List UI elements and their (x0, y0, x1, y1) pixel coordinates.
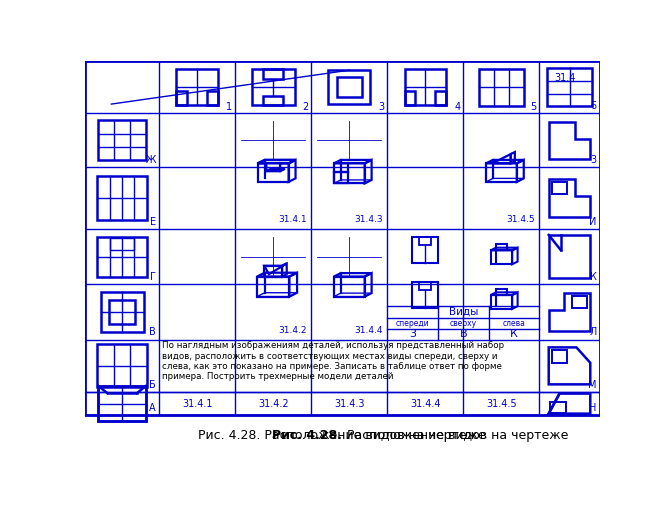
Text: спереди: спереди (396, 319, 430, 328)
Bar (109, 300, 135, 324)
Bar (420, 282, 432, 290)
Text: 3: 3 (378, 102, 384, 112)
Text: 4: 4 (454, 102, 460, 112)
Text: 2: 2 (302, 102, 308, 112)
Bar (405, 70, 446, 105)
Bar (252, 70, 295, 105)
Text: сверху: сверху (450, 319, 477, 328)
Text: 31.4.4: 31.4.4 (410, 399, 441, 408)
Text: 31.4.5: 31.4.5 (506, 215, 535, 224)
Text: 31.4.5: 31.4.5 (486, 399, 517, 408)
Bar (552, 351, 567, 363)
Bar (412, 237, 438, 264)
Text: 31.4.1: 31.4.1 (278, 215, 307, 224)
Bar (176, 91, 187, 105)
Bar (176, 70, 218, 105)
Text: Расположение видов на чертеже: Расположение видов на чертеже (343, 429, 568, 442)
Bar (263, 70, 283, 79)
Bar (547, 68, 592, 106)
Bar (548, 235, 591, 278)
Text: 31.4.2: 31.4.2 (258, 399, 289, 408)
Bar (207, 91, 218, 105)
Bar (101, 292, 144, 332)
Bar (436, 91, 446, 105)
Text: Рис. 4.28.: Рис. 4.28. (273, 429, 343, 442)
Text: Г: Г (150, 272, 156, 282)
Text: По наглядным изображениям деталей, используя представленный набор
видов, располо: По наглядным изображениям деталей, испол… (162, 341, 504, 382)
Bar (263, 96, 283, 105)
Text: К: К (590, 272, 597, 282)
Text: Виды: Виды (449, 307, 478, 317)
Text: 31.4.3: 31.4.3 (334, 399, 365, 408)
Text: Н: Н (589, 403, 597, 413)
Text: 3: 3 (591, 155, 597, 165)
Text: Рис. 4.28. Расположение видов на чертеже: Рис. 4.28. Расположение видов на чертеже (198, 429, 486, 442)
Text: Б: Б (149, 380, 156, 390)
Text: 5: 5 (530, 102, 536, 112)
Bar (98, 120, 146, 161)
Bar (98, 344, 147, 388)
Text: 31.4.2: 31.4.2 (278, 326, 307, 335)
Bar (479, 69, 524, 106)
Text: В: В (149, 327, 156, 337)
Text: В: В (460, 329, 467, 339)
Text: Л: Л (589, 327, 597, 337)
Text: 6: 6 (591, 101, 597, 111)
Bar (110, 238, 134, 250)
Text: Е: Е (150, 216, 156, 227)
Bar (412, 282, 438, 308)
Text: К: К (510, 329, 518, 339)
Bar (98, 386, 146, 421)
Bar (420, 237, 432, 245)
Bar (329, 70, 370, 104)
Bar (572, 296, 587, 308)
Text: А: А (150, 403, 156, 413)
Bar (405, 91, 415, 105)
Bar (337, 77, 361, 97)
Text: М: М (588, 380, 597, 390)
Text: 31.4.1: 31.4.1 (182, 399, 212, 408)
Bar (98, 237, 147, 276)
Bar (98, 176, 147, 219)
Text: 31.4.4: 31.4.4 (354, 326, 383, 335)
Text: 31.4.3: 31.4.3 (354, 215, 383, 224)
Text: 3: 3 (409, 329, 416, 339)
Text: Ж: Ж (146, 155, 156, 165)
Bar (550, 402, 566, 413)
Text: 31.4: 31.4 (554, 73, 576, 82)
Text: И: И (589, 216, 597, 227)
Bar (552, 182, 567, 194)
Text: слева: слева (503, 319, 526, 328)
Text: 1: 1 (226, 102, 232, 112)
